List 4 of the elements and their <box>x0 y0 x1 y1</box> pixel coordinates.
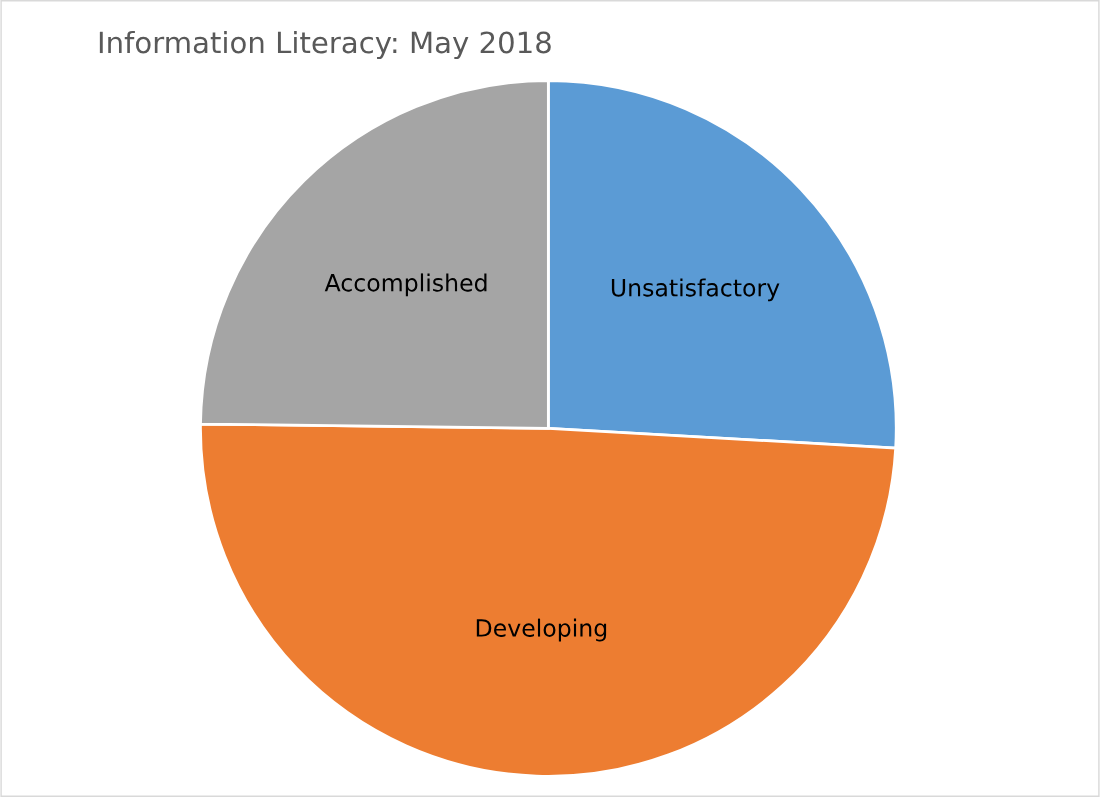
slice-label: Accomplished <box>324 273 487 297</box>
slice-label: Unsatisfactory <box>611 278 780 302</box>
slice-label: Developing <box>476 618 607 642</box>
chart-title: Information Literacy: May 2018 <box>99 30 551 60</box>
